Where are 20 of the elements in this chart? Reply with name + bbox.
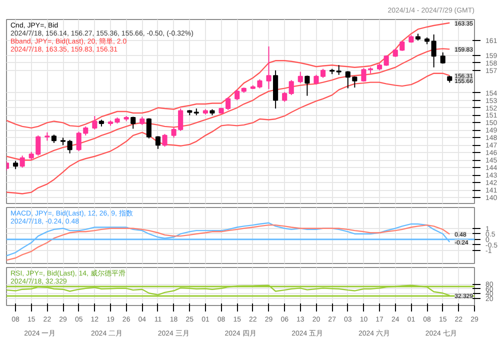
candlestick bbox=[162, 133, 168, 148]
candlestick bbox=[266, 46, 272, 90]
candlestick bbox=[155, 136, 161, 150]
candlestick bbox=[130, 116, 136, 130]
candlestick bbox=[226, 96, 231, 111]
candlestick bbox=[171, 126, 176, 138]
candlestick bbox=[20, 155, 25, 168]
candlestick bbox=[92, 115, 98, 130]
candlestick bbox=[336, 64, 342, 76]
candlestick bbox=[146, 118, 152, 139]
candlestick bbox=[234, 89, 240, 101]
line-series bbox=[6, 22, 450, 129]
candlestick bbox=[282, 92, 288, 102]
candlestick bbox=[288, 80, 294, 96]
candlestick bbox=[431, 34, 436, 68]
candlestick bbox=[178, 108, 184, 132]
candlestick bbox=[314, 74, 319, 86]
candlestick bbox=[304, 75, 310, 96]
candlestick bbox=[298, 71, 303, 84]
candlestick bbox=[67, 139, 72, 154]
